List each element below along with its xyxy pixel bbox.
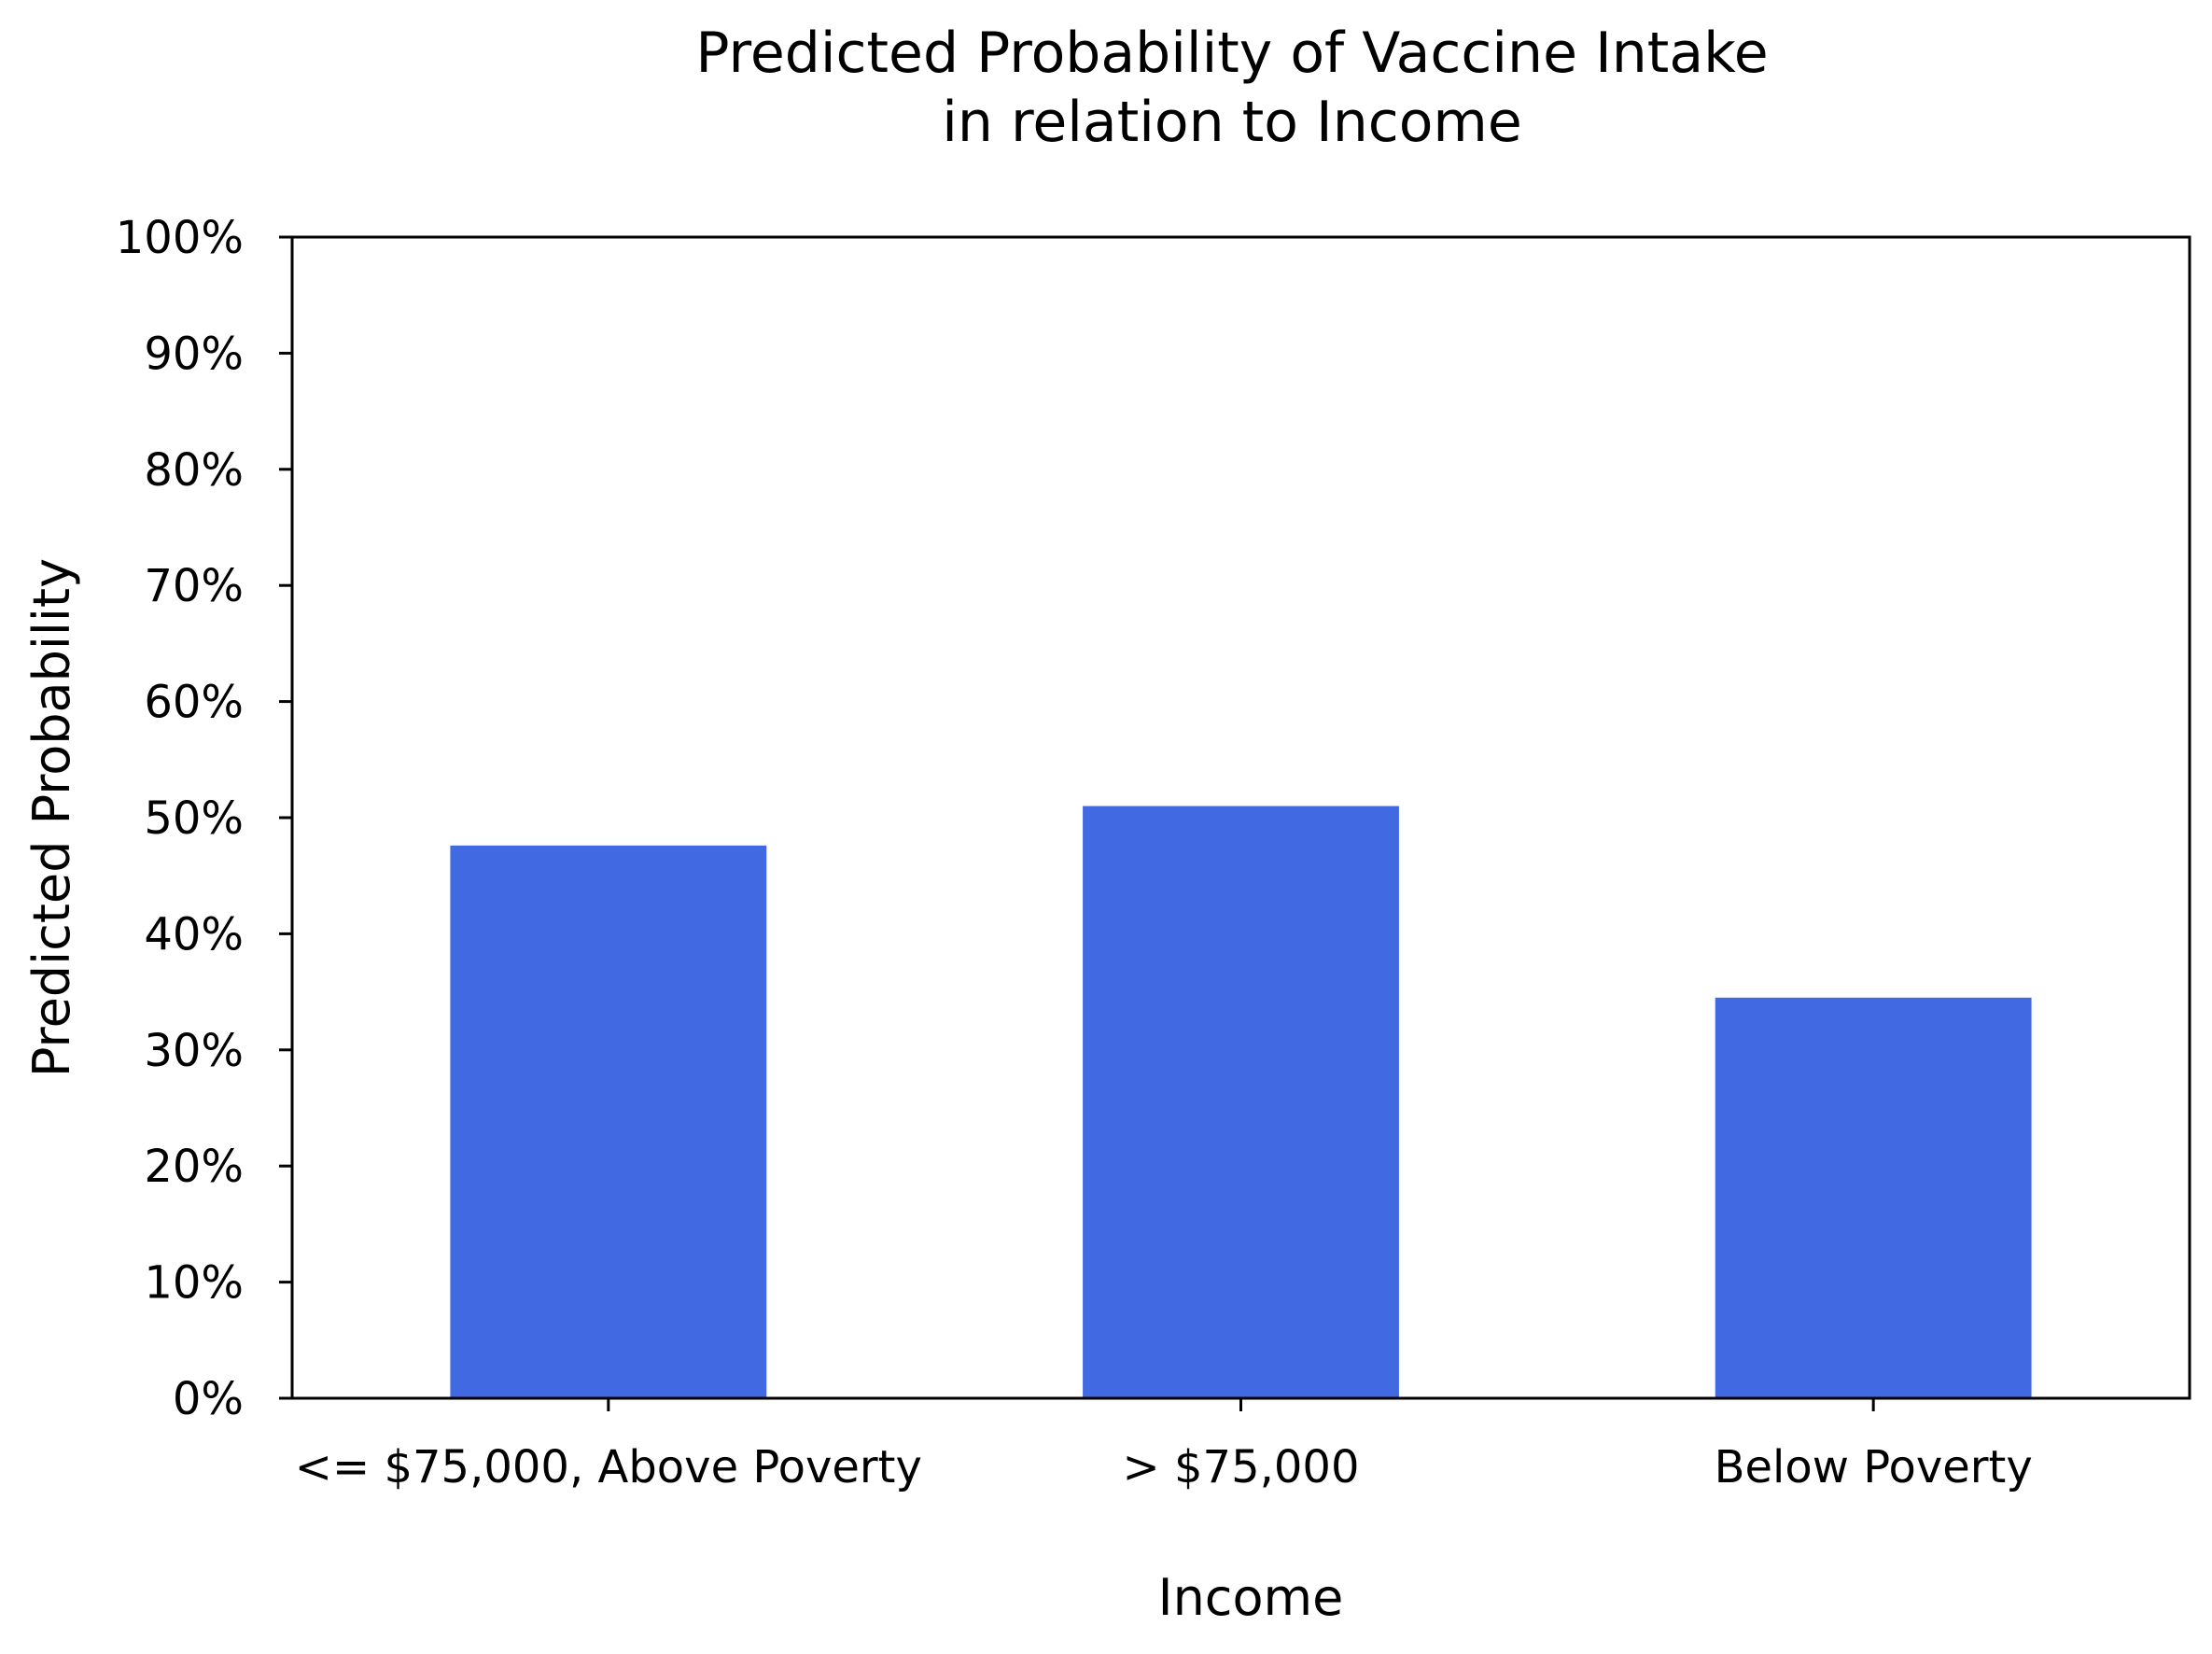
x-axis-ticks: <= $75,000, Above Poverty > $75,000 Below … [295,1398,2033,1493]
x-tick-label: Below Poverty [1715,1441,2033,1493]
bar [1715,997,2032,1398]
chart-title-line-2: in relation to Income [942,90,1522,155]
x-tick-label: <= $75,000, Above Poverty [295,1441,922,1493]
x-axis-label: Income [1158,1568,1344,1627]
y-tick-label: 20% [144,1141,244,1193]
y-tick-label: 40% [144,908,244,960]
y-tick-label: 50% [144,792,244,845]
y-tick-label: 100% [116,212,244,264]
chart-title-line-1: Predicted Probability of Vaccine Intake [695,21,1768,86]
y-tick-label: 90% [144,328,244,380]
bar [450,845,767,1398]
bars-group [450,806,2032,1398]
plot-frame [290,235,2191,1400]
bar [1083,806,1399,1398]
y-tick-label: 60% [144,677,244,729]
y-tick-label: 0% [173,1373,244,1425]
x-tick-label: > $75,000 [1123,1441,1360,1493]
y-tick-label: 80% [144,444,244,497]
y-axis-ticks: 0% 10% 20% 30% 40% 50% 60% 70% 80% 90% 100% [116,212,292,1425]
y-axis-label: Predicted Probability [22,558,81,1077]
y-tick-label: 30% [144,1025,244,1077]
y-tick-label: 70% [144,560,244,612]
y-tick-label: 10% [144,1257,244,1310]
